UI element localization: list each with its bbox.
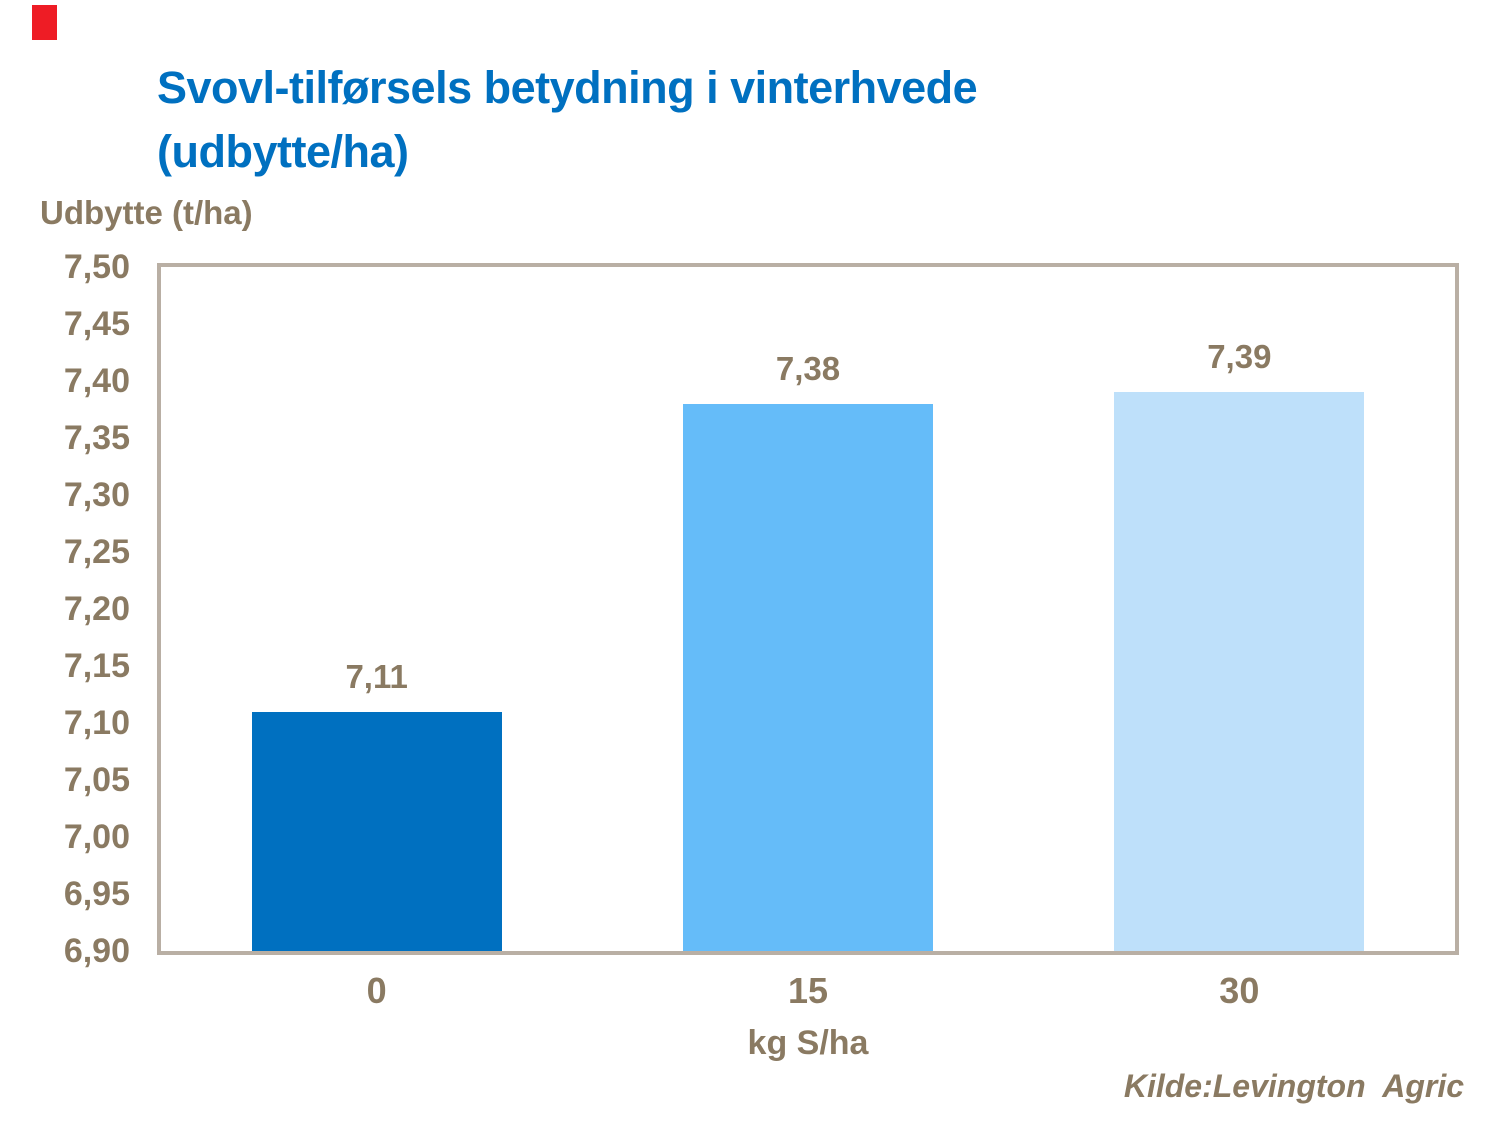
bar-value-label: 7,11 <box>345 657 408 695</box>
bar-0-kg-s <box>251 711 502 951</box>
bar-value-label: 7,38 <box>775 349 841 387</box>
slide-accent-red-box <box>32 5 57 40</box>
y-tick-label: 7,10 <box>63 704 130 742</box>
y-tick-label: 7,00 <box>63 818 130 856</box>
x-tick-label: 15 <box>787 970 829 1011</box>
y-axis-title: Udbytte (t/ha) <box>40 194 253 231</box>
bar-value-label: 7,39 <box>1207 338 1272 376</box>
y-tick-label: 7,35 <box>63 419 130 457</box>
bar-30-kg-s <box>1114 392 1365 951</box>
y-tick-label: 7,50 <box>63 248 130 286</box>
chart-title-line2: (udbytte/ha) <box>157 126 409 177</box>
chart-title-line1: Svovl-tilførsels betydning i vinterhvede <box>157 62 978 113</box>
y-tick-label: 7,05 <box>63 761 130 799</box>
y-tick-label: 7,40 <box>63 362 130 400</box>
bar-15-kg-s <box>683 403 933 951</box>
y-tick-label: 7,45 <box>63 305 130 343</box>
y-tick-label: 7,20 <box>63 590 130 628</box>
x-axis-title: kg S/ha <box>747 1024 869 1062</box>
y-tick-label: 6,90 <box>63 932 130 970</box>
chart-title: Svovl-tilførsels betydning i vinterhvede… <box>157 56 978 184</box>
source-credit: Kilde:Levington Agric <box>1123 1068 1464 1104</box>
x-tick-label: 30 <box>1219 970 1260 1011</box>
x-tick-label: 0 <box>366 970 387 1011</box>
y-tick-label: 7,25 <box>63 533 130 571</box>
y-tick-label: 7,15 <box>63 647 130 685</box>
y-tick-label: 7,30 <box>63 476 130 514</box>
y-tick-label: 6,95 <box>63 875 130 913</box>
